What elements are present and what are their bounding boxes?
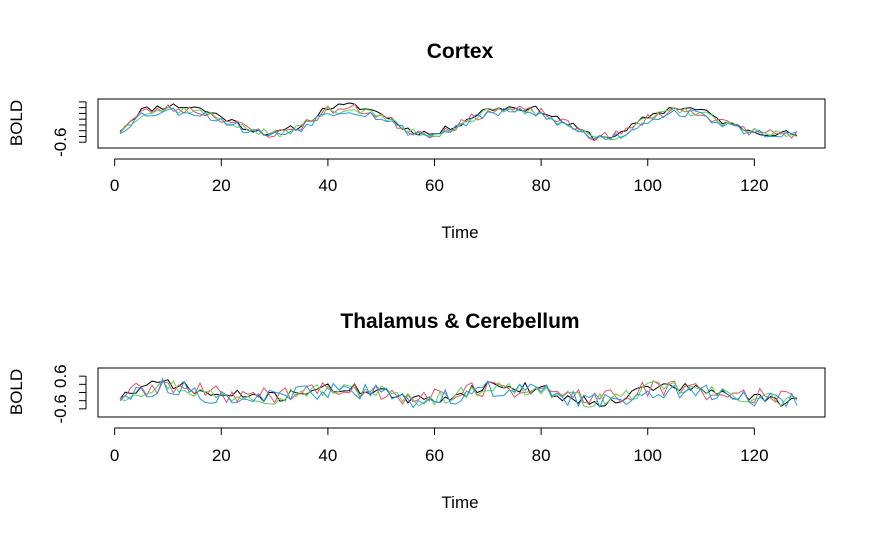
x-tick-label: 120 <box>740 176 768 195</box>
y-tick-label: -0.6 <box>51 128 70 157</box>
x-tick-label: 80 <box>532 446 551 465</box>
y-axis: -0.6 <box>51 101 87 157</box>
plot-frame <box>97 98 826 149</box>
x-tick-label: 0 <box>110 446 119 465</box>
x-axis: 0 20 40 60 80 100 120 <box>110 158 769 195</box>
x-tick-label: 60 <box>425 446 444 465</box>
y-axis-label: BOLD <box>7 100 26 146</box>
x-tick-label: 0 <box>110 176 119 195</box>
chart-title: Cortex <box>427 40 494 63</box>
x-tick-label: 100 <box>634 176 662 195</box>
x-axis-label: Time <box>441 223 478 242</box>
y-axis: -0.6 0.6 <box>51 364 87 423</box>
plot-frame <box>97 367 826 418</box>
x-axis: 0 20 40 60 80 100 120 <box>110 427 769 465</box>
x-tick-label: 20 <box>212 176 231 195</box>
y-axis-label: BOLD <box>7 369 26 415</box>
series-line-1 <box>119 379 797 407</box>
series-layer <box>119 102 798 142</box>
y-tick-label: 0.6 <box>51 364 70 388</box>
y-tick-label: -0.6 <box>51 394 70 423</box>
x-tick-label: 120 <box>740 446 768 465</box>
x-tick-label: 20 <box>212 446 231 465</box>
x-tick-label: 100 <box>634 446 662 465</box>
chart-title: Thalamus & Cerebellum <box>340 310 579 333</box>
series-line-4 <box>119 107 798 140</box>
x-tick-label: 80 <box>532 176 551 195</box>
x-axis-label: Time <box>441 493 478 512</box>
x-tick-label: 40 <box>318 446 337 465</box>
thalamus-cerebellum-panel: Thalamus & Cerebellum 0 20 40 60 80 100 120 -0… <box>7 310 826 512</box>
series-line-4 <box>119 377 798 409</box>
x-tick-label: 40 <box>318 176 337 195</box>
series-layer <box>119 377 798 409</box>
x-tick-label: 60 <box>425 176 444 195</box>
cortex-panel: Cortex 0 20 40 60 80 100 120 -0.6 Time BOLD <box>7 40 826 242</box>
series-line-2 <box>119 380 798 406</box>
